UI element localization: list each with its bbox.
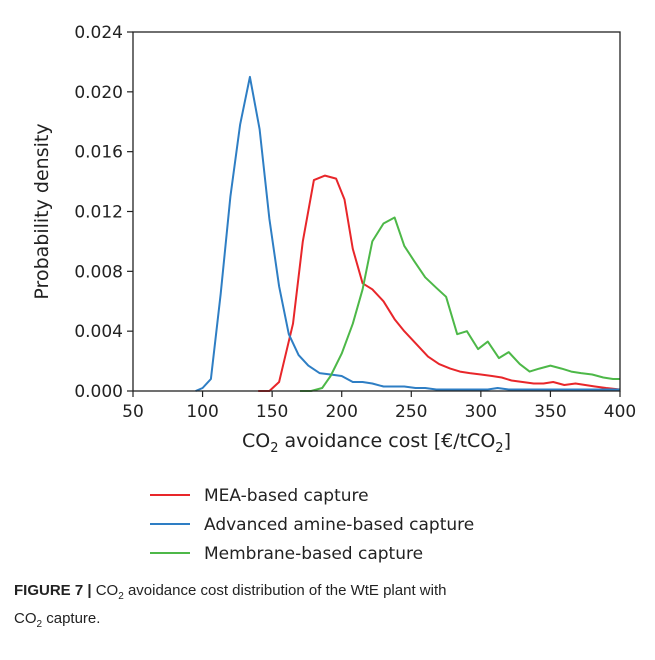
- x-tick-label: 200: [325, 402, 357, 422]
- x-tick-label: 250: [395, 402, 427, 422]
- legend-label-3: Membrane-based capture: [204, 544, 423, 564]
- y-tick-label: 0.024: [74, 23, 123, 43]
- figure-caption: FIGURE 7 | CO2 avoidance cost distributi…: [14, 582, 447, 630]
- y-tick-label: 0.012: [74, 203, 123, 223]
- chart: 50 100 150 200 250 300 350 400 0.0000.0040.0080…: [31, 23, 636, 564]
- x-axis-label: CO2 avoidance cost [€/tCO2]: [242, 430, 511, 456]
- x-ticks: 50 100 150 200 250 300 350 400: [122, 391, 636, 422]
- y-tick-label: 0.008: [74, 262, 123, 282]
- y-ticks: 0.000 0.004 0.008 0.012 0.016 0.020 0.024: [74, 23, 133, 402]
- legend-label-1: MEA-based capture: [204, 486, 369, 506]
- legend: MEA-based capture Advanced amine-based ca…: [150, 486, 474, 564]
- x-tick-label: 100: [186, 402, 218, 422]
- x-tick-label: 300: [465, 402, 497, 422]
- series-layer: [195, 75, 621, 392]
- x-tick-label: 150: [256, 402, 288, 422]
- y-tick-label: 0.016: [74, 143, 123, 163]
- caption-label: FIGURE 7 |: [14, 582, 92, 599]
- legend-label-2: Advanced amine-based capture: [204, 515, 474, 535]
- x-tick-label: 350: [534, 402, 566, 422]
- y-tick-label: 0.000: [74, 382, 123, 402]
- y-tick-label: 0.004: [74, 322, 123, 342]
- series-line-1: [258, 174, 621, 392]
- y-tick-label: 0.020: [74, 83, 123, 103]
- x-tick-label: 50: [122, 402, 144, 422]
- series-line-2: [195, 75, 620, 392]
- series-line-3: [300, 216, 620, 392]
- x-tick-label: 400: [604, 402, 636, 422]
- y-axis-label: Probability density: [31, 123, 53, 299]
- plot-area-border: [132, 31, 621, 392]
